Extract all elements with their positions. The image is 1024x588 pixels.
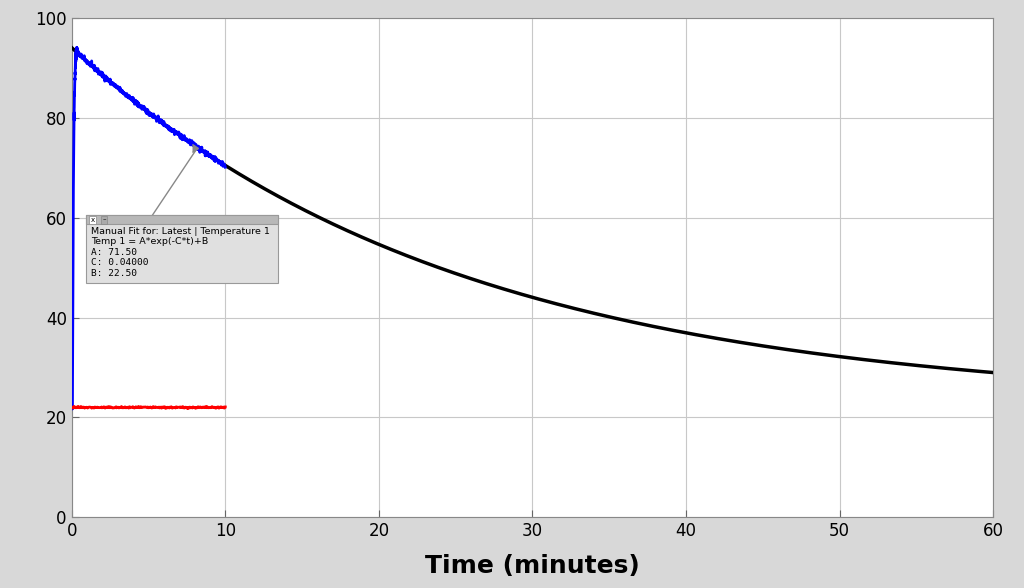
- FancyBboxPatch shape: [86, 215, 278, 224]
- Text: –: –: [102, 216, 105, 223]
- Text: B: 22.50: B: 22.50: [91, 269, 137, 278]
- FancyBboxPatch shape: [86, 215, 278, 283]
- Text: A: 71.50: A: 71.50: [91, 248, 137, 256]
- X-axis label: Time (minutes): Time (minutes): [425, 554, 640, 578]
- Text: Temp 1 = A*exp(-C*t)+B: Temp 1 = A*exp(-C*t)+B: [91, 237, 208, 246]
- Text: C: 0.04000: C: 0.04000: [91, 258, 148, 267]
- Text: Manual Fit for: Latest | Temperature 1: Manual Fit for: Latest | Temperature 1: [91, 226, 269, 236]
- Text: x: x: [90, 216, 94, 223]
